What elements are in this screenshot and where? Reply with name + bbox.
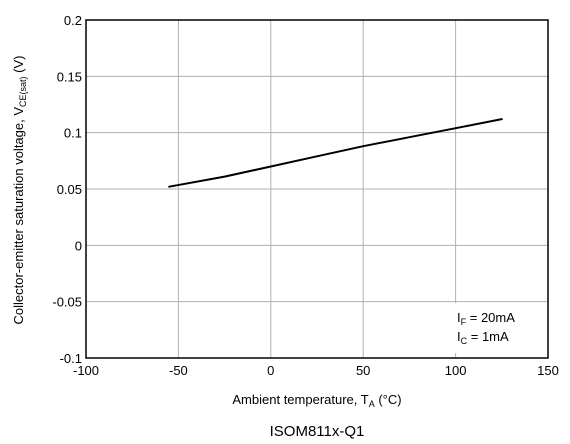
y-tick-label: -0.1 [60,351,82,366]
series-line [168,118,503,188]
y-tick-label: 0.05 [57,182,82,197]
x-tick-label: 100 [445,363,467,378]
y-tick-label: 0.1 [64,126,82,141]
y-tick-label: 0 [75,238,82,253]
y-tick-labels: -0.1 -0.05 0 0.05 0.1 0.15 0.2 [52,13,82,366]
x-tick-label: 150 [537,363,559,378]
plot-frame [85,19,549,359]
legend-ic: IC = 1mA [457,329,509,346]
y-tick-label: 0.2 [64,13,82,28]
figure-caption: ISOM811x-Q1 [270,423,365,440]
y-tick-label: 0.15 [57,69,82,84]
legend: IF = 20mA IC = 1mA [448,303,534,353]
x-axis-label: Ambient temperature, TA (°C) [232,392,401,409]
x-tick-labels: -100 -50 0 50 100 150 [73,363,559,378]
legend-if: IF = 20mA [457,310,515,327]
x-tick-label: -50 [169,363,188,378]
y-axis-label: Collector-emitter saturation voltage, VC… [11,56,28,325]
x-tick-label: 50 [356,363,370,378]
x-tick-label: -100 [73,363,99,378]
x-tick-label: 0 [267,363,274,378]
series-layer [168,118,503,188]
legend-box [448,303,534,353]
y-tick-label: -0.05 [52,295,82,310]
